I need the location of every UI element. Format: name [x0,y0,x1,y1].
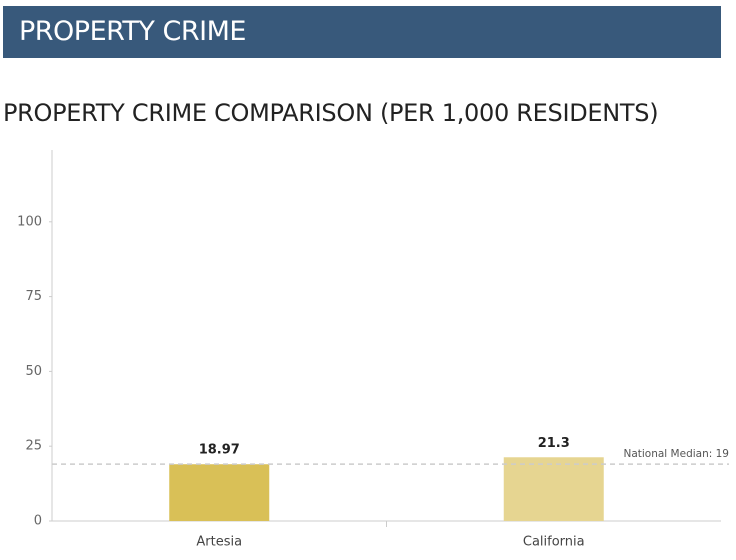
bar [169,464,270,521]
value-label: 18.97 [199,443,240,458]
x-tick-label: Artesia [196,535,242,550]
y-tick-label: 50 [25,364,42,379]
y-tick-label: 100 [17,214,42,229]
chart-title: PROPERTY CRIME COMPARISON (PER 1,000 RES… [3,99,659,127]
value-label: 21.3 [538,436,570,451]
x-tick-label: California [523,535,585,550]
median-label: National Median: 19 [623,448,729,460]
y-tick-label: 0 [34,514,42,529]
bar [503,457,604,521]
y-tick-label: 75 [25,289,42,304]
section-title: PROPERTY CRIME [19,16,246,47]
section-header: PROPERTY CRIME [3,6,721,58]
y-tick-label: 25 [25,439,42,454]
